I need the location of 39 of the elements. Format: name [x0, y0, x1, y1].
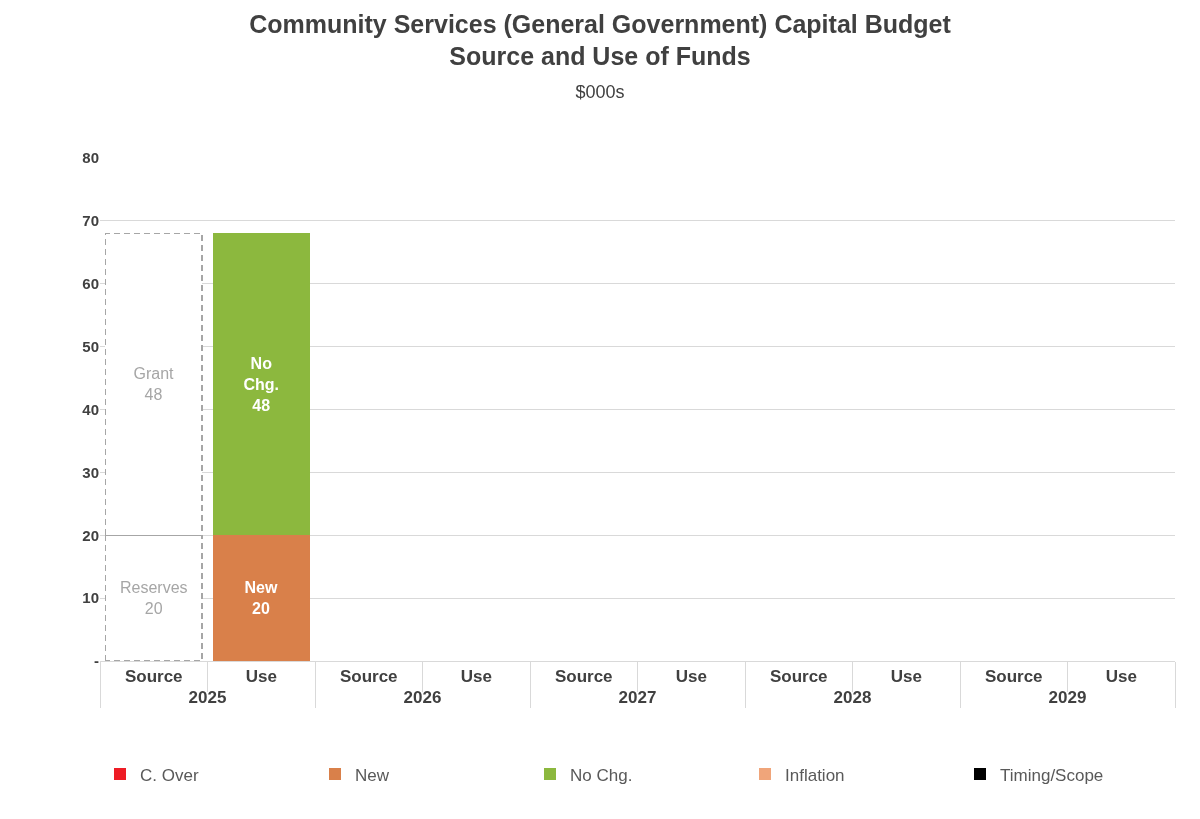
- text: New: [244, 579, 278, 597]
- x-tick-label: Use: [1105, 667, 1137, 687]
- legend-label: New: [355, 765, 390, 785]
- y-tick-label: 30: [82, 463, 99, 481]
- text: 2026: [403, 688, 442, 708]
- text: 2027: [618, 688, 657, 708]
- legend-label: Inflation: [785, 765, 845, 785]
- text: 2025: [188, 688, 227, 708]
- x-tick-label: Source: [769, 667, 828, 687]
- y-tick-label: 40: [82, 400, 99, 418]
- x-tick-label: Use: [675, 667, 707, 687]
- y-tick-label: 50: [82, 337, 99, 355]
- y-tick-label: -: [94, 652, 99, 670]
- text: 2029: [1048, 688, 1087, 708]
- y-tick-label: 60: [82, 275, 99, 292]
- legend-label: Timing/Scope: [1000, 765, 1104, 785]
- chart-subtitle: $000s: [575, 81, 625, 102]
- text: No Chg.: [243, 355, 280, 393]
- data-label: 48: [252, 396, 271, 414]
- y-tick-label: 80: [82, 149, 99, 167]
- x-tick-label: Source: [124, 667, 183, 687]
- y-tick-label: 20: [82, 526, 99, 544]
- series-label: Grant: [133, 365, 175, 383]
- series-label: Reserves: [119, 579, 188, 597]
- data-label: 20: [252, 600, 270, 618]
- chart-title: Community Services (General Government) Capital Budget Source and Use of Funds: [249, 9, 952, 71]
- x-tick-label: Use: [460, 667, 492, 687]
- y-tick-label: 10: [82, 589, 99, 607]
- x-tick-label: Source: [339, 667, 398, 687]
- data-label: 20: [144, 600, 163, 618]
- x-tick-label: Use: [245, 667, 277, 687]
- x-tick-label: Source: [984, 667, 1043, 687]
- x-tick-label: Use: [890, 667, 922, 687]
- legend-label: No Chg.: [570, 765, 633, 785]
- legend-label: C. Over: [140, 765, 199, 785]
- y-tick-label: 70: [82, 212, 99, 230]
- data-label: 48: [144, 386, 163, 404]
- text: 2028: [833, 688, 872, 708]
- x-tick-label: Source: [554, 667, 613, 687]
